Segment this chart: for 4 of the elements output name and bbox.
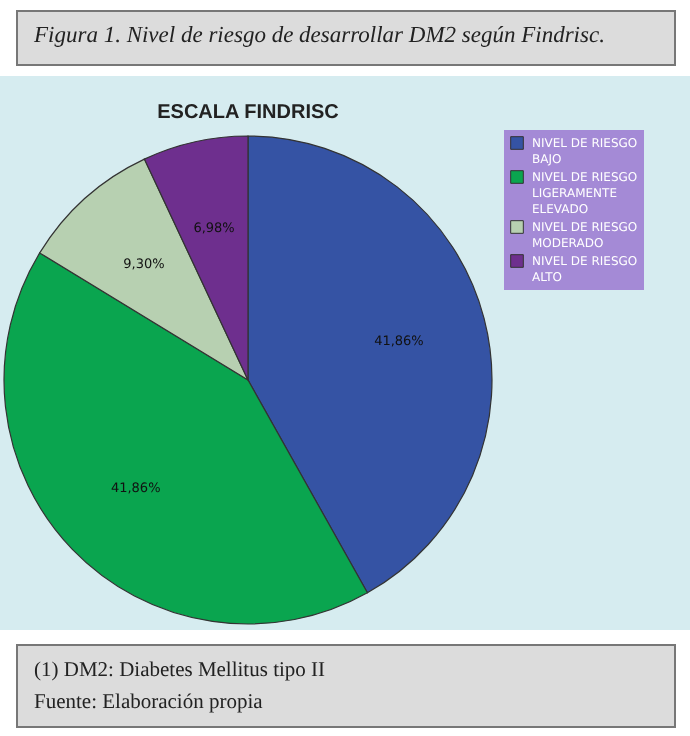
chart-title: Figura 1. Nivel de riesgo de desarrollar DM2 según Findrisc. bbox=[16, 10, 676, 66]
text: (1) DM2: Diabetes Mellitus tipo II bbox=[34, 658, 328, 686]
chart-subtitle: ESCALA FINDRISC bbox=[157, 102, 339, 124]
source-note: Fuente: Elaboración propia bbox=[34, 690, 265, 718]
